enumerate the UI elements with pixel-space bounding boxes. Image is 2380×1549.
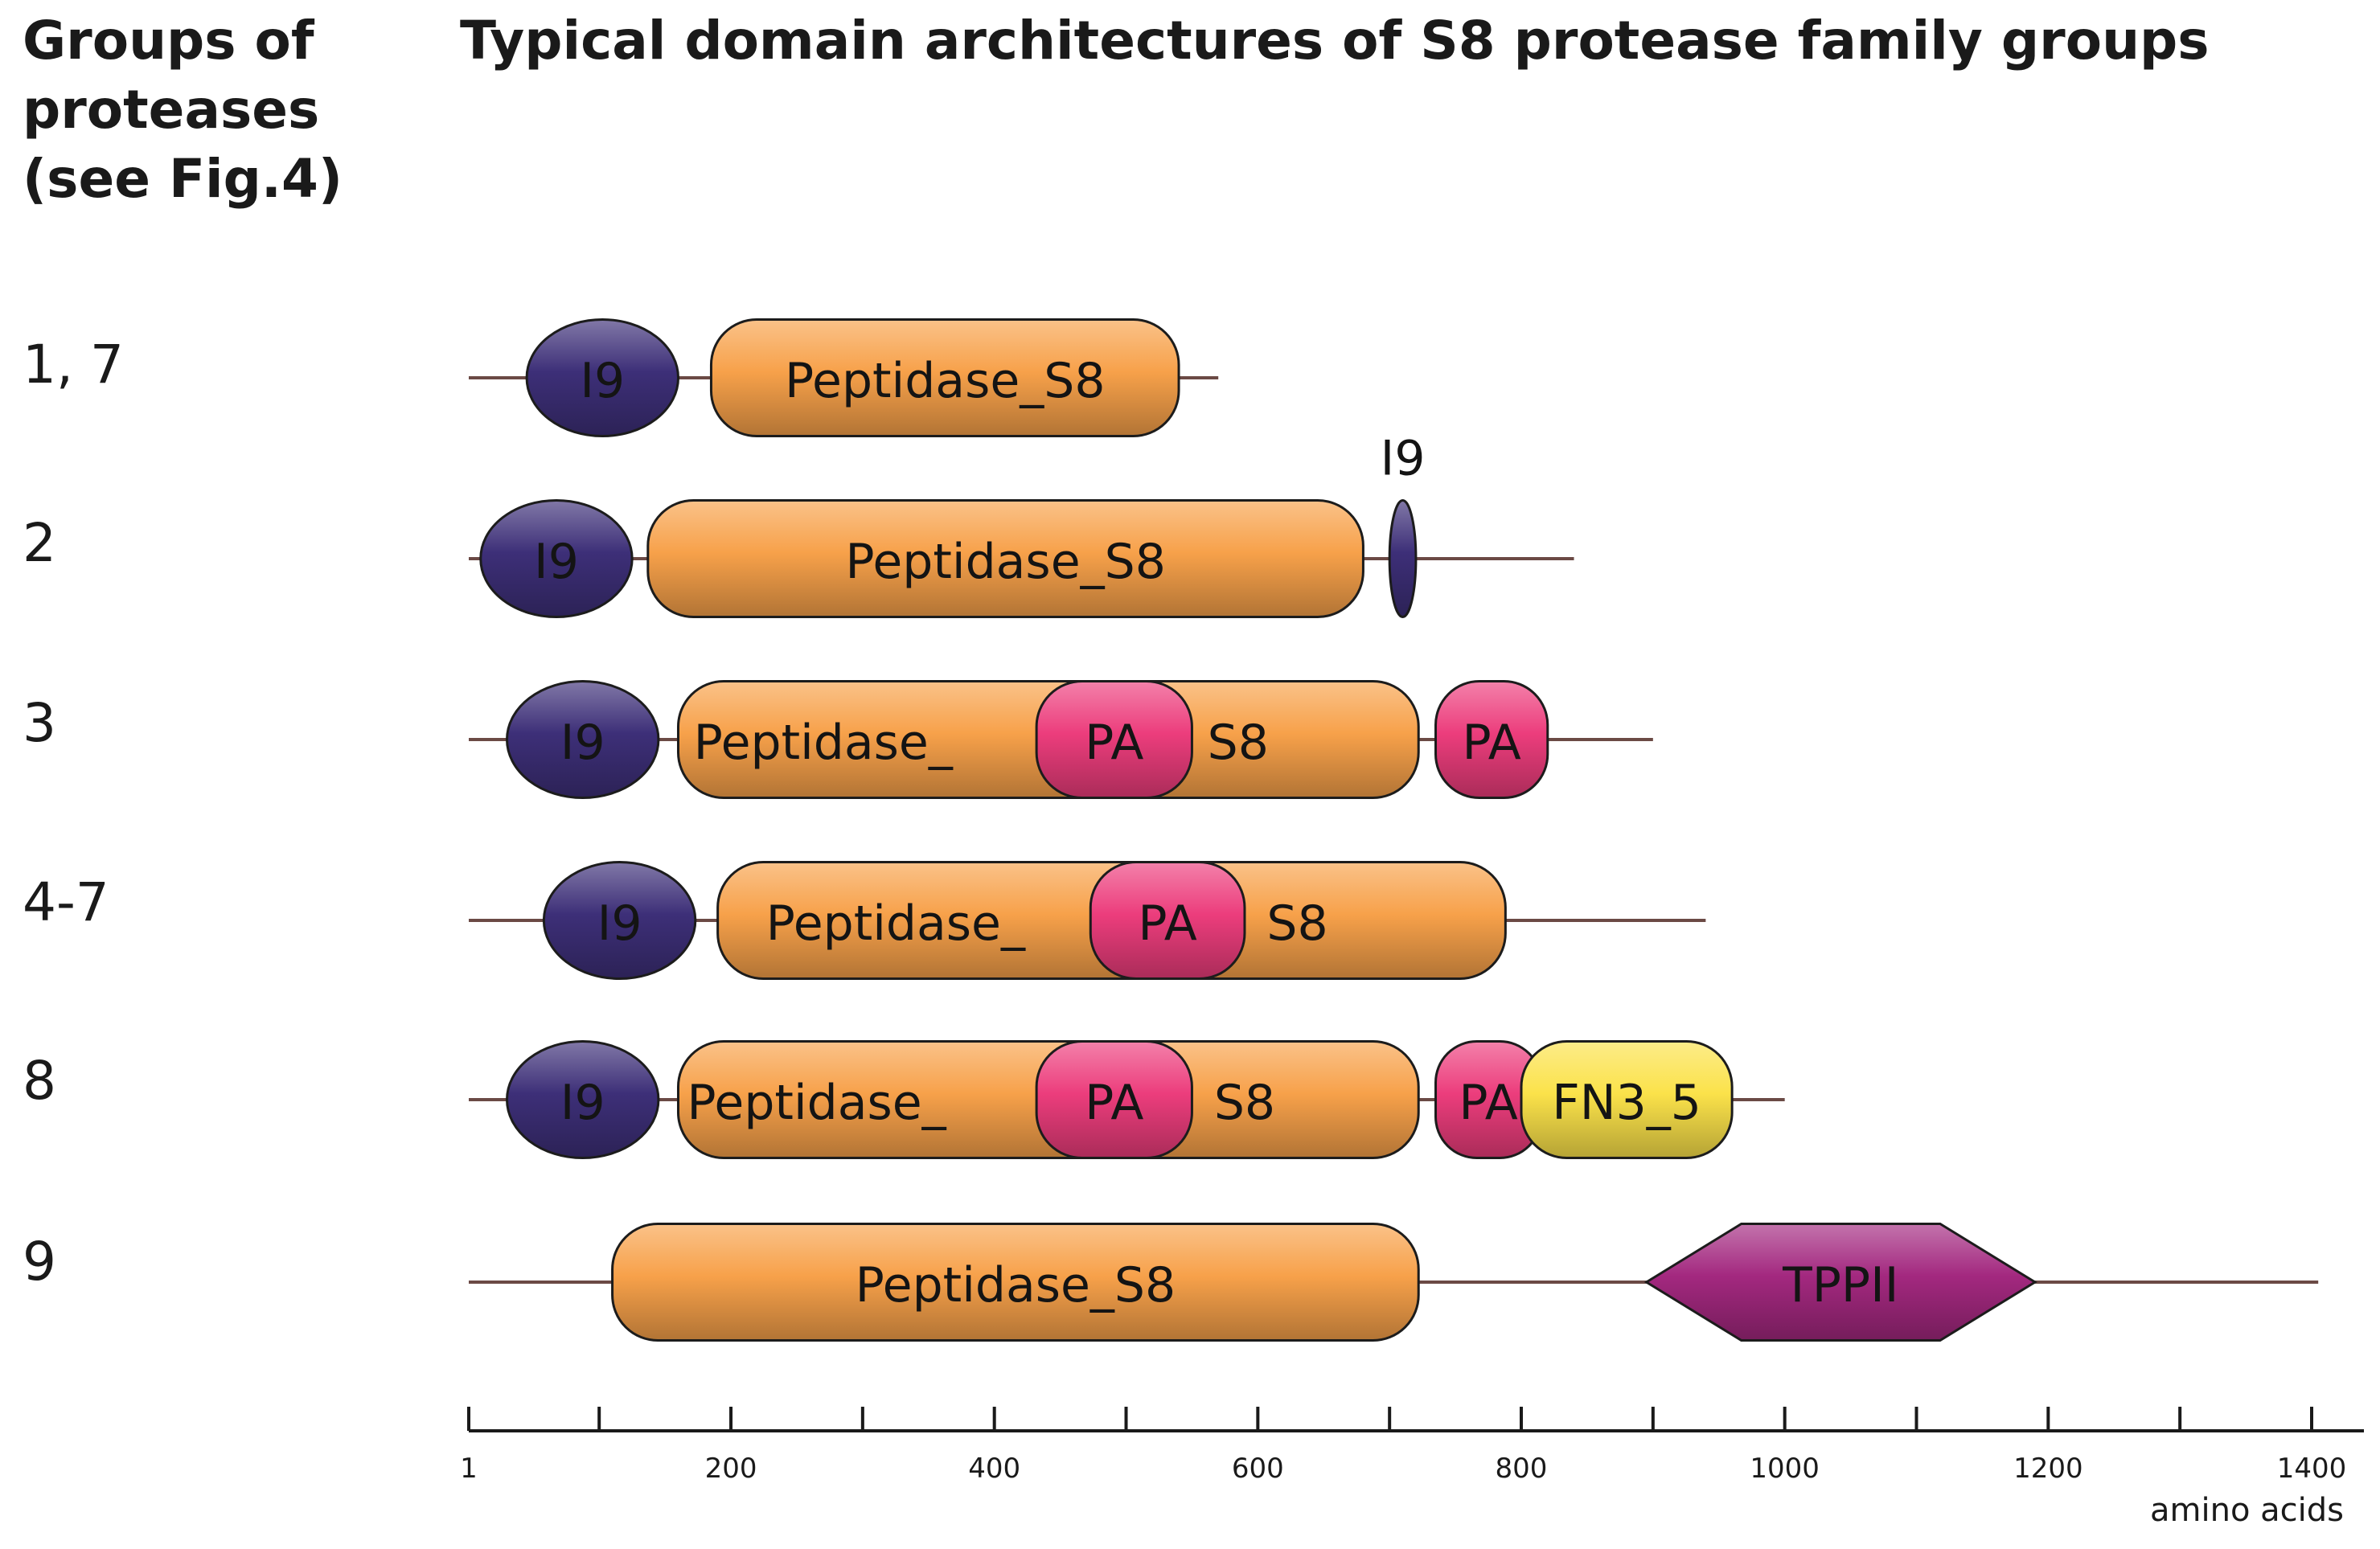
peptidase-s8-domain-label: S8 [1266, 895, 1327, 952]
tick-label: 1000 [1750, 1453, 1820, 1485]
architecture-row-6: Peptidase_S8 TPPII [469, 1223, 2319, 1342]
fn3-5-domain-label: FN3_5 [1552, 1075, 1701, 1131]
fn3-5-domain [1520, 1040, 1734, 1159]
tick-label: 1400 [2277, 1453, 2347, 1485]
i9-domain [506, 1040, 660, 1159]
peptidase-s8-domain-label: Peptidase_ [687, 1075, 946, 1131]
groups-header-line: Groups of [23, 10, 314, 72]
peptidase-s8-domain-label: Peptidase_ [694, 715, 954, 771]
tick-label: 1 [460, 1453, 478, 1485]
peptidase-s8-domain-label: S8 [1214, 1075, 1275, 1131]
group-label-row-1: 1, 7 [23, 334, 124, 395]
tick-label: 200 [705, 1453, 757, 1485]
i9-domain-label: I9 [597, 895, 642, 952]
i9-domain [542, 861, 697, 980]
pa-domain-label: PA [1085, 715, 1143, 771]
tppii-domain-label: TPPII [1782, 1257, 1898, 1313]
tppii-domain [1643, 1223, 2037, 1342]
architecture-row-5: I9 Peptidase_ S8 PA PA FN3_5 [469, 1040, 1785, 1159]
tick-label: 1200 [2013, 1453, 2083, 1485]
peptidase-s8-domain [646, 499, 1364, 618]
pa-domain-label: PA [1138, 895, 1196, 952]
peptidase-s8-domain-label: Peptidase_S8 [856, 1257, 1176, 1313]
i9-domain-label: I9 [580, 353, 625, 409]
architecture-row-4: I9 Peptidase_ S8 PA [469, 861, 1706, 980]
pa-domain [1089, 861, 1246, 980]
architecture-row-2: I9 Peptidase_S8 I9 [469, 431, 1574, 618]
architecture-row-3: I9 Peptidase_ S8 PA PA [469, 680, 1653, 799]
group-label-row-6: 9 [23, 1231, 56, 1293]
pa-domain-label: PA [1462, 715, 1520, 771]
groups-header-line: proteases [23, 79, 320, 141]
i9-domain-label: I9 [560, 715, 605, 771]
group-label-row-5: 8 [23, 1050, 56, 1112]
groups-header-line: (see Fig.4) [23, 148, 343, 210]
i9-domain [1388, 499, 1418, 618]
i9-domain-label: I9 [534, 534, 579, 590]
i9-domain [506, 680, 660, 799]
pa-domain-label: PA [1085, 1075, 1143, 1131]
tick-label: 600 [1232, 1453, 1284, 1485]
pa-domain [1035, 1040, 1193, 1159]
architecture-row-1: I9 Peptidase_S8 [469, 318, 1219, 437]
peptidase-s8-domain-label: Peptidase_ [766, 895, 1026, 952]
group-label-row-3: 3 [23, 692, 56, 754]
i9-domain [525, 318, 679, 437]
tick-label: 400 [968, 1453, 1020, 1485]
peptidase-s8-domain [611, 1223, 1420, 1342]
group-label-row-2: 2 [23, 512, 56, 574]
tick-label: 800 [1496, 1453, 1548, 1485]
i9-domain [479, 499, 634, 618]
axis-unit-label: amino acids [2150, 1492, 2344, 1529]
peptidase-s8-domain-label: Peptidase_S8 [785, 353, 1106, 409]
groups-column-header: Groups of proteases (see Fig.4) [23, 6, 343, 214]
peptidase-s8-domain-label: S8 [1208, 715, 1269, 771]
pa-domain [1434, 680, 1549, 799]
group-label-row-4: 4-7 [23, 871, 109, 933]
pa-domain-label: PA [1459, 1075, 1517, 1131]
peptidase-s8-domain-label: Peptidase_S8 [845, 534, 1166, 590]
i9-domain-label: I9 [560, 1075, 605, 1131]
peptidase-s8-domain [709, 318, 1180, 437]
pa-domain [1035, 680, 1193, 799]
i9-domain-label: I9 [1381, 431, 1426, 487]
figure-title: Typical domain architectures of S8 prote… [460, 10, 2210, 72]
